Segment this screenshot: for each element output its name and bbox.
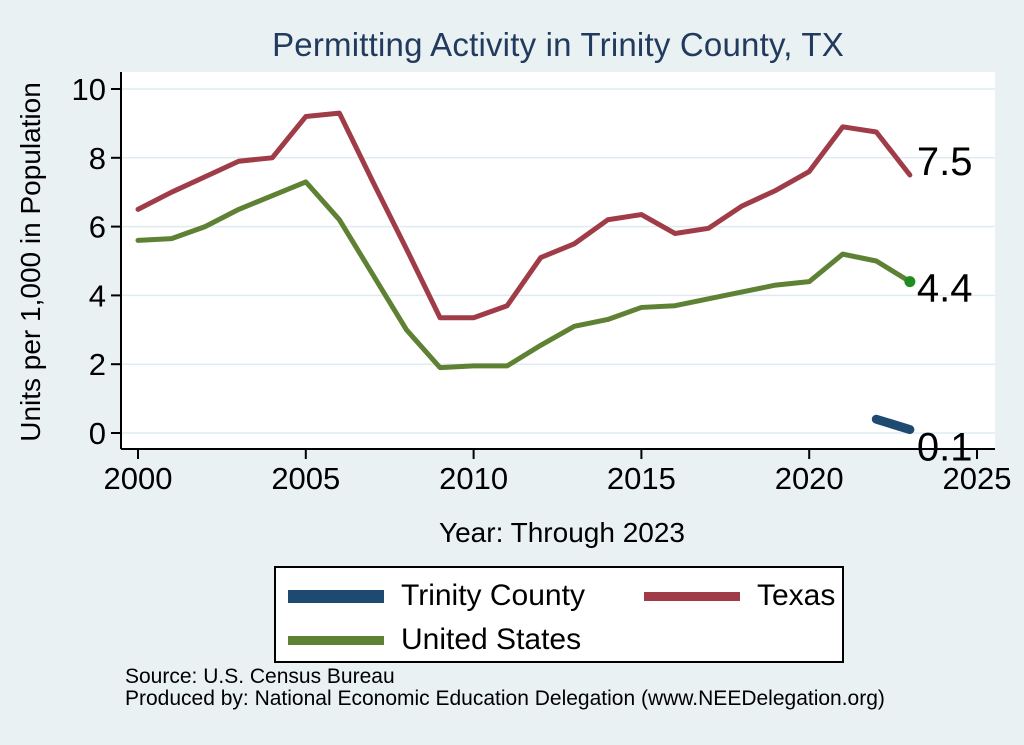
legend-label: United States bbox=[401, 623, 582, 656]
x-tick-label: 2025 bbox=[943, 461, 1012, 496]
legend-item-trinity-county: Trinity County bbox=[276, 574, 632, 618]
legend-item-texas: Texas bbox=[632, 574, 842, 618]
end-value-label-trinity-county: 0.1 bbox=[917, 426, 973, 470]
united-states-line-swatch bbox=[288, 635, 384, 645]
legend: Trinity County Texas United States bbox=[274, 566, 844, 663]
x-axis-title: Year: Through 2023 bbox=[439, 517, 685, 548]
end-value-label-texas: 7.5 bbox=[917, 140, 973, 184]
legend-label: Trinity County bbox=[401, 579, 585, 612]
y-tick-label: 8 bbox=[89, 141, 106, 176]
footer: Source: U.S. Census Bureau Produced by: … bbox=[125, 666, 885, 710]
produced-by-line: Produced by: National Economic Education… bbox=[125, 687, 885, 710]
x-tick-label: 2010 bbox=[439, 461, 508, 496]
x-tick-label: 2020 bbox=[775, 461, 844, 496]
trinity-county-line-swatch bbox=[288, 589, 384, 603]
x-tick-label: 2000 bbox=[104, 461, 173, 496]
end-value-label-united-states: 4.4 bbox=[917, 267, 973, 311]
legend-item-united-states: United States bbox=[276, 618, 632, 662]
texas-line-swatch bbox=[644, 591, 740, 601]
series-line-texas bbox=[135, 110, 913, 321]
y-tick-label: 0 bbox=[89, 416, 106, 451]
x-tick-label: 2005 bbox=[271, 461, 340, 496]
plot-area bbox=[121, 72, 995, 449]
y-tick-label: 10 bbox=[72, 72, 106, 107]
series-end-marker-united-states bbox=[904, 276, 916, 288]
y-tick-label: 2 bbox=[89, 347, 106, 382]
y-tick-label: 6 bbox=[89, 210, 106, 245]
chart-title: Permitting Activity in Trinity County, T… bbox=[272, 26, 844, 63]
x-tick-label: 2015 bbox=[607, 461, 676, 496]
y-tick-label: 4 bbox=[89, 278, 106, 313]
source-line: Source: U.S. Census Bureau bbox=[125, 665, 395, 688]
series-line-united-states bbox=[135, 179, 913, 371]
legend-label: Texas bbox=[757, 579, 836, 612]
series-line-trinity-county bbox=[871, 414, 915, 435]
y-axis-title: Units per 1,000 in Population bbox=[15, 82, 46, 442]
